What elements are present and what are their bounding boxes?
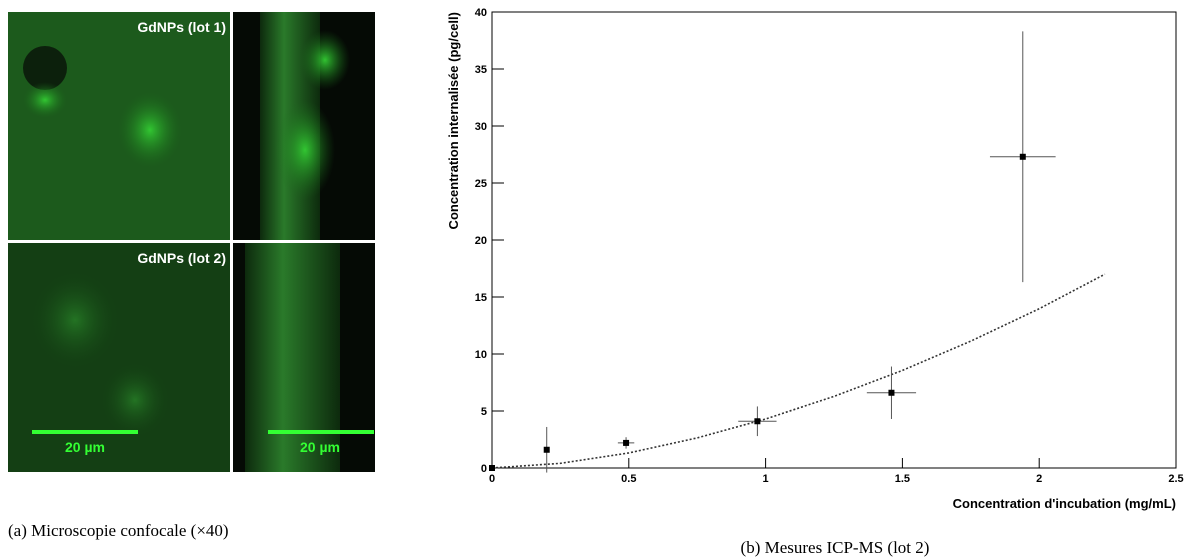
point xyxy=(888,389,895,396)
cell xyxy=(300,30,350,90)
section xyxy=(245,243,340,472)
image-label: GdNPs (lot 1) xyxy=(137,19,226,35)
plot-frame xyxy=(491,11,1177,469)
x-axis-title: Concentration d'incubation (mg/mL) xyxy=(953,496,1176,511)
cell xyxy=(23,46,67,90)
scale-label: 20 µm xyxy=(65,439,105,455)
y-tick-label: 30 xyxy=(475,121,487,133)
y-tick-label: 10 xyxy=(475,349,487,361)
x-tick-label: 0.5 xyxy=(621,473,636,485)
x-tick-label: 2 xyxy=(1036,473,1042,485)
cell xyxy=(118,92,182,168)
x-tick-label: 1.5 xyxy=(895,473,910,485)
x-tick-label: 2.5 xyxy=(1168,473,1183,485)
x-tick-label: 0 xyxy=(489,473,495,485)
y-tick-label: 0 xyxy=(481,463,487,475)
point xyxy=(754,418,761,425)
scale-label: 20 µm xyxy=(300,439,340,455)
point xyxy=(489,465,495,471)
y-tick-label: 20 xyxy=(475,235,487,247)
y-tick-label: 40 xyxy=(475,7,487,19)
y-tick-label: 5 xyxy=(481,406,487,418)
point xyxy=(1019,153,1026,160)
y-axis-title: Concentration internalisée (pg/cell) xyxy=(446,12,461,229)
cell xyxy=(100,362,170,438)
y-tick-label: 15 xyxy=(475,292,487,304)
cell xyxy=(275,100,335,200)
point xyxy=(543,446,550,453)
cell xyxy=(23,82,67,118)
x-tick-label: 1 xyxy=(763,473,769,485)
caption: (a) Microscopie confocale (×40) xyxy=(8,521,229,540)
point xyxy=(623,439,630,446)
caption: (b) Mesures ICP-MS (lot 2) xyxy=(741,538,930,557)
cell xyxy=(30,270,120,370)
scale-bar xyxy=(268,430,374,434)
microscopy: GdNPs (lot 1) GdNPs (lot 2) 20 µm 20 µm xyxy=(8,12,375,472)
image-tile xyxy=(8,243,230,472)
fit-curve xyxy=(491,273,1106,469)
y-tick-label: 25 xyxy=(475,178,487,190)
image-label: GdNPs (lot 2) xyxy=(137,250,226,266)
scale-bar xyxy=(32,430,138,434)
y-tick-label: 35 xyxy=(475,64,487,76)
